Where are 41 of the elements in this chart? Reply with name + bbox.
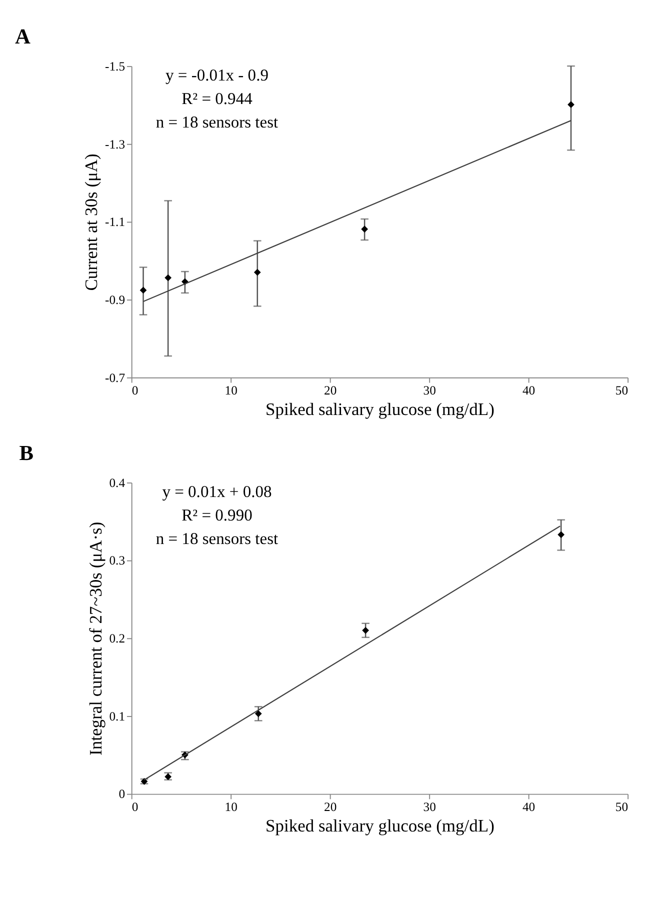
y-tick-label: 0.1 [109,709,126,724]
x-axis-title: Spiked salivary glucose (mg/dL) [265,398,495,419]
x-tick-label: 50 [615,800,628,814]
y-tick-label: -1.5 [105,59,126,74]
x-axis-title: Spiked salivary glucose (mg/dL) [265,815,495,836]
annotation: n = 18 sensors test [156,112,279,132]
annotation: R² = 0.944 [182,89,252,108]
x-tick-label: 0 [132,383,138,398]
point [361,226,368,233]
annotation: R² = 0.990 [182,505,252,524]
chart-title: A [15,24,32,49]
x-tick-label: 20 [324,383,337,398]
y-tick-label: 0 [118,787,126,802]
point [568,101,574,108]
annotation: y = 0.01x + 0.08 [162,482,272,502]
annotation: n = 18 sensors test [156,528,279,548]
x-tick-label: 10 [224,383,238,398]
x-tick-label: 30 [423,800,436,814]
y-tick-label: 0.4 [109,476,126,490]
point [362,626,370,634]
y-axis-title: Current at 30s (μA) [81,153,102,291]
x-tick-label: 30 [423,383,436,398]
y-tick-label: 0.3 [109,554,126,568]
y-axis-title: Integral current of 27~30s (μA·s) [85,522,106,756]
y-tick-label: -1.1 [105,215,126,230]
chart-title: B [19,441,34,466]
point [558,531,565,538]
point [254,268,261,276]
y-tick-label: 0.2 [109,632,126,646]
y-tick-label: -0.9 [105,292,126,307]
x-tick-label: 0 [132,800,138,814]
point [254,710,262,718]
point [164,274,172,282]
x-tick-label: 40 [522,383,536,398]
x-tick-label: 20 [324,800,337,814]
x-tick-label: 40 [522,800,536,814]
y-tick-label: -0.7 [105,370,126,385]
annotation: y = -0.01x - 0.9 [165,66,268,85]
y-tick-label: -1.3 [105,137,126,152]
x-tick-label: 10 [224,800,238,814]
x-tick-label: 50 [615,383,628,398]
